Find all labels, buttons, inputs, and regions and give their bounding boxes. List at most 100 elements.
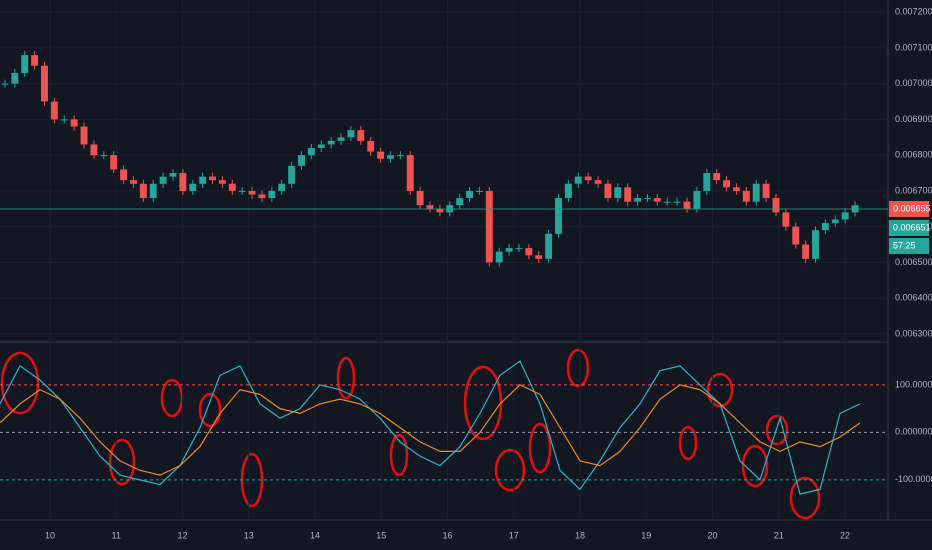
candle: [604, 183, 612, 199]
osc-line: [0, 360, 861, 495]
x-tick-label: 22: [840, 530, 850, 540]
circle: [494, 448, 526, 492]
candle: [416, 190, 424, 206]
price-tag: 0.006651: [893, 222, 931, 232]
candle: [525, 248, 533, 256]
candle: [347, 130, 355, 138]
candle: [268, 190, 276, 199]
candle: [209, 176, 216, 181]
candle: [515, 248, 523, 250]
x-tick-label: 21: [774, 530, 784, 540]
candle: [31, 55, 39, 66]
candle: [228, 183, 236, 191]
candle: [357, 130, 365, 141]
circle: [741, 444, 769, 488]
circle: [108, 438, 136, 486]
candle: [179, 173, 187, 191]
price-tag-box: [889, 238, 929, 254]
candle: [169, 173, 177, 177]
price-tag-box: [889, 220, 929, 236]
candle: [298, 155, 305, 166]
candle: [248, 190, 256, 195]
candle: [752, 183, 760, 202]
osc-tick-label: -100.000000: [895, 474, 932, 484]
candle: [683, 201, 691, 209]
circle: [0, 351, 40, 415]
osc-tick-label: 100.000000: [895, 379, 932, 389]
x-tick-label: 17: [509, 530, 519, 540]
candle: [772, 198, 780, 213]
candle: [11, 72, 19, 84]
candle: [564, 183, 572, 199]
circle: [566, 348, 590, 388]
candle: [703, 173, 711, 191]
x-tick-label: 20: [707, 530, 717, 540]
candle: [644, 198, 651, 200]
circle: [765, 414, 789, 446]
candle: [189, 183, 197, 191]
candle: [634, 198, 642, 202]
osc-line: [0, 384, 861, 476]
candle: [70, 119, 78, 127]
candle: [199, 176, 207, 184]
candle: [713, 173, 721, 181]
y-tick-label: 0.007100: [895, 42, 932, 52]
candle: [387, 155, 394, 159]
circle: [528, 422, 552, 474]
candle: [624, 187, 632, 202]
candle: [614, 187, 622, 199]
circle: [336, 356, 356, 400]
price-tag: 0.006655: [893, 203, 931, 213]
candle: [792, 226, 800, 245]
candle: [841, 212, 849, 220]
x-tick-label: 15: [376, 530, 386, 540]
candle: [436, 208, 444, 213]
candle: [535, 255, 543, 259]
candle: [831, 219, 839, 224]
candle: [1, 83, 9, 85]
candle: [693, 190, 701, 209]
candle: [218, 180, 226, 184]
x-tick-label: 16: [442, 530, 452, 540]
candle: [574, 176, 582, 184]
x-tick-label: 14: [310, 530, 320, 540]
candle: [288, 165, 296, 184]
candle: [782, 212, 790, 227]
candle: [545, 233, 553, 259]
price-tag: 57:25: [893, 240, 916, 250]
x-tick-label: 19: [641, 530, 651, 540]
candle: [723, 180, 731, 188]
candle: [762, 183, 770, 199]
candle: [396, 155, 404, 157]
y-tick-label: 0.006900: [895, 114, 932, 124]
candle: [21, 55, 29, 73]
candle: [278, 183, 286, 191]
y-tick-label: 0.006800: [895, 150, 932, 160]
candle: [317, 144, 325, 149]
x-tick-label: 11: [112, 530, 121, 540]
candle: [495, 251, 503, 263]
candle: [60, 119, 68, 121]
circle: [389, 433, 409, 477]
circle: [678, 425, 698, 461]
candle: [307, 148, 315, 156]
candle: [406, 155, 414, 191]
circle: [198, 392, 222, 428]
candle: [129, 180, 137, 184]
candle: [377, 151, 385, 159]
candle: [159, 176, 167, 184]
y-tick-label: 0.007200: [895, 7, 932, 17]
candle: [100, 155, 108, 157]
candle: [466, 190, 473, 199]
candle: [653, 198, 661, 202]
x-tick-label: 10: [45, 530, 55, 540]
y-tick-label: 0.006400: [895, 293, 932, 303]
y-tick-label: 0.006700: [895, 185, 932, 195]
candle: [149, 183, 157, 199]
candle: [120, 169, 128, 181]
price-tag-box: [889, 201, 929, 217]
candle: [485, 190, 493, 263]
candle: [812, 230, 819, 259]
osc-tick-label: 0.000000: [895, 427, 932, 437]
